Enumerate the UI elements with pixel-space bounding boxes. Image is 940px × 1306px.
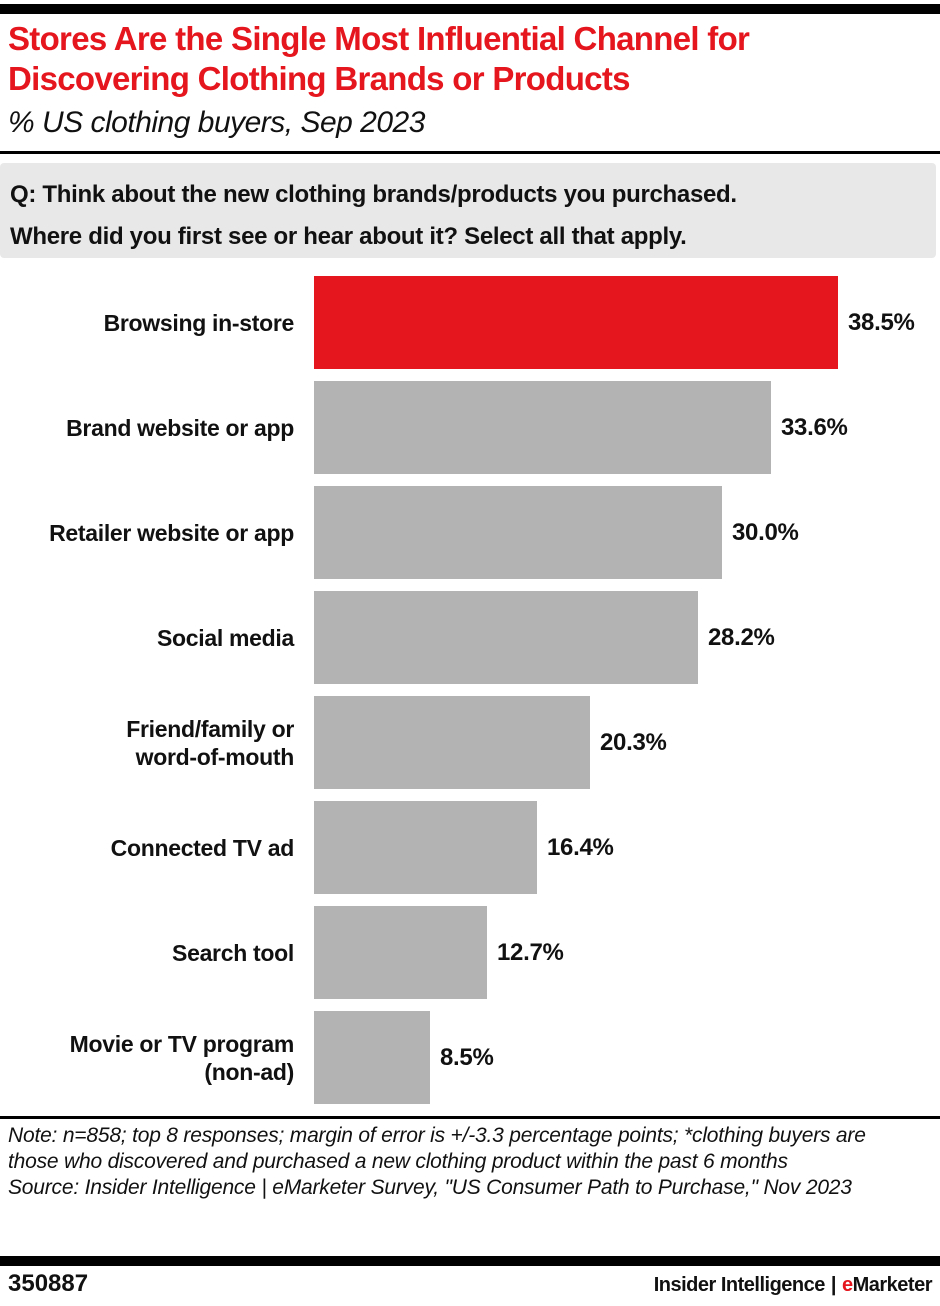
bar-chart: Browsing in-store 38.5% Brand website or a…	[0, 270, 940, 1110]
bar-value-label: 12.7%	[497, 938, 564, 966]
bar-track: 16.4%	[314, 801, 940, 894]
title-line-1: Stores Are the Single Most Influential C…	[8, 20, 750, 57]
bar-value-label: 20.3%	[600, 728, 667, 756]
bar-track: 33.6%	[314, 381, 940, 474]
bar-track: 30.0%	[314, 486, 940, 579]
survey-question-box: Q: Think about the new clothing brands/p…	[0, 163, 936, 258]
chart-id: 350887	[8, 1270, 89, 1297]
bar	[314, 1011, 430, 1104]
bar-category-label: Search tool	[172, 939, 294, 966]
bar-row: Movie or TV program (non-ad) 8.5%	[0, 1005, 940, 1110]
bar	[314, 801, 537, 894]
bar-value-label: 38.5%	[848, 308, 915, 336]
brand-logotype: Insider Intelligence | eMarketer	[653, 1274, 933, 1297]
bar-value-label: 28.2%	[708, 623, 775, 651]
header-divider-rule	[0, 151, 940, 154]
bar-row: Social media 28.2%	[0, 585, 940, 690]
bar-category-label: Brand website or app	[66, 414, 294, 441]
bar-row: Retailer website or app 30.0%	[0, 480, 940, 585]
bar	[314, 906, 487, 999]
bar-track: 38.5%	[314, 276, 940, 369]
bar-category-label: Movie or TV program (non-ad)	[69, 1030, 295, 1085]
page-title: Stores Are the Single Most Influential C…	[8, 19, 932, 99]
bar-category-label: Connected TV ad	[110, 834, 295, 861]
bar-track: 28.2%	[314, 591, 940, 684]
bar-highlighted	[314, 276, 838, 369]
bar-row: Search tool 12.7%	[0, 900, 940, 1005]
bar-row: Browsing in-store 38.5%	[0, 270, 940, 375]
survey-question-line-2: Where did you first see or hear about it…	[10, 223, 687, 250]
bar-track: 12.7%	[314, 906, 940, 999]
survey-question-line-1: Q: Think about the new clothing brands/p…	[10, 181, 737, 208]
brand-separator: |	[830, 1274, 837, 1296]
bar-value-label: 33.6%	[781, 413, 848, 441]
note-text: Note: n=858; top 8 responses; margin of …	[8, 1124, 866, 1173]
bar-track: 20.3%	[314, 696, 940, 789]
bar-row: Connected TV ad 16.4%	[0, 795, 940, 900]
notes-block: Note: n=858; top 8 responses; margin of …	[8, 1123, 906, 1201]
brand-insider-intelligence: Insider Intelligence	[653, 1274, 826, 1296]
bar	[314, 591, 698, 684]
bar-value-label: 8.5%	[440, 1043, 494, 1071]
bar-row: Friend/family or word-of-mouth 20.3%	[0, 690, 940, 795]
brand-emarketer-e: e	[841, 1274, 853, 1296]
title-line-2: Discovering Clothing Brands or Products	[8, 60, 630, 97]
chart-subtitle: % US clothing buyers, Sep 2023	[8, 106, 425, 139]
bar-category-label: Social media	[156, 624, 294, 651]
bar-value-label: 16.4%	[547, 833, 614, 861]
bar-category-label: Retailer website or app	[49, 519, 294, 546]
bar	[314, 381, 771, 474]
footer: 350887 Insider Intelligence | eMarketer	[8, 1270, 933, 1298]
top-accent-bar	[0, 4, 940, 14]
bar	[314, 696, 590, 789]
bar-track: 8.5%	[314, 1011, 940, 1104]
bar	[314, 486, 722, 579]
bar-value-label: 30.0%	[732, 518, 799, 546]
bar-category-label: Friend/family or word-of-mouth	[126, 715, 294, 770]
bar-category-label: Browsing in-store	[103, 309, 295, 336]
brand-emarketer-rest: Marketer	[852, 1274, 933, 1296]
bottom-accent-bar	[0, 1256, 940, 1266]
source-text: Source: Insider Intelligence | eMarketer…	[8, 1176, 852, 1199]
notes-divider-rule	[0, 1116, 940, 1119]
bar-row: Brand website or app 33.6%	[0, 375, 940, 480]
